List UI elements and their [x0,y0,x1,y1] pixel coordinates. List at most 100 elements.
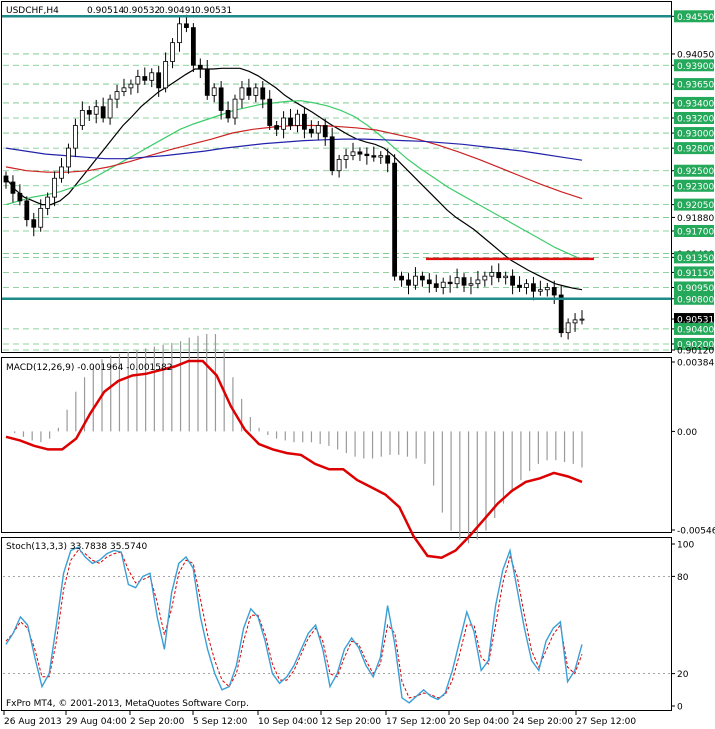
candle-body [3,175,9,183]
candle-body [302,113,307,130]
time-axis: 26 Aug 2013 29 Aug 04:00 2 Sep 20:00 5 Sep … [3,711,636,727]
candle-body [350,151,356,157]
candle-body [17,192,23,202]
candle-body [565,322,571,334]
candle-body [426,279,432,285]
macd-panel-frame [1,357,672,533]
price-tag-bg [674,78,714,91]
candle-body [524,283,529,288]
price-tick-label: 0.92300 [677,182,714,192]
candle-body [121,87,127,93]
candle-body [378,155,384,158]
candle-body [232,98,238,119]
price-tick-label: 0.93650 [677,81,714,91]
candle-body [246,87,252,96]
candle-body [572,319,578,324]
candle-body [468,283,474,286]
candle-body [128,83,134,89]
price-tag-bg [674,281,714,294]
candles [3,14,585,340]
candle-body [551,287,557,296]
price-tag-bg [674,59,714,72]
price-tag-bg [674,266,714,279]
stoch-tick-label: 0 [677,703,683,713]
price-tick-label: 0.91700 [677,227,714,237]
macd-indicator: 0.003847 0.00 -0.005465 [5,333,715,559]
candle-body [24,200,30,221]
price-tag-bg [674,322,714,335]
candle-body [66,147,71,168]
candle-body [197,64,203,70]
candle-body [45,196,51,209]
stoch-title: Stoch(13,3,3) 33.7838 35.5740 [6,542,147,552]
candle-body [93,106,99,115]
candle-body [385,155,391,164]
candle-body [225,110,231,119]
candle-body [413,275,418,286]
candle-body [260,87,266,100]
candle-body [142,76,148,81]
candle-body [517,284,522,288]
time-tick-label: 12 Sep 20:00 [321,717,381,727]
price-tag-bg [674,313,714,326]
candle-body [79,110,85,126]
candle-body [72,125,78,149]
time-tick-label: 26 Aug 2013 [4,717,62,727]
candle-body [163,61,169,89]
stochastic-indicator: 100 80 20 0 [3,541,694,713]
price-panel-frame [1,1,672,353]
price-tick-label: 0.90531 [677,316,714,326]
candle-body [364,153,370,157]
candle-body [357,151,363,155]
price-tag-bg [674,251,714,264]
price-chart-title: USDCHF,H4 [6,6,59,16]
candle-body [329,136,335,172]
price-tick-label: 0.93200 [677,114,714,124]
price-tick-label: 0.94550 [677,13,714,23]
price-tag-bg [674,337,714,350]
time-tick-label: 24 Sep 20:00 [513,717,573,727]
moving-average-line [5,124,583,200]
candle-body [190,27,196,66]
price-tag-bg [674,224,714,237]
stoch-tick-label: 100 [677,541,694,551]
candle-body [503,275,509,279]
candle-body [433,283,439,288]
candle-body [253,87,259,96]
candle-body [406,279,411,286]
candle-body [315,125,321,134]
candle-body [461,277,467,286]
candle-body [114,91,120,100]
candle-body [59,166,64,179]
price-tag-bg [674,164,714,177]
candle-body [149,72,155,81]
candle-body [371,155,377,158]
candle-body [288,117,293,126]
stoch-panel-frame [1,537,672,711]
price-tag-bg [674,292,714,305]
candle-body [38,207,44,228]
candle-body [204,68,210,96]
candle-body [482,275,488,281]
candle-body [537,289,543,292]
price-tick-label: 0.92050 [677,201,714,211]
candle-body [10,181,16,194]
time-tick-label: 20 Sep 04:00 [449,717,509,727]
price-tag-bg [674,142,714,155]
candle-body [52,177,57,198]
ohlc-high: 0.90532 [123,6,160,16]
candle-body [322,125,328,138]
candle-body [184,23,189,28]
candle-body [544,287,550,291]
price-levels [2,15,671,301]
price-tick-label: 0.91350 [677,254,714,264]
candle-body [100,106,106,119]
price-tick-label: 0.93000 [677,130,714,140]
candle-body [489,272,495,277]
candle-body [475,279,481,285]
candle-body [392,162,398,277]
price-tick-label: 0.91880 [677,214,714,224]
price-axis: 0.94550 0.94050 0.93900 0.93650 0.93400 0.932… [671,10,714,357]
time-tick-label: 29 Aug 04:00 [66,717,127,727]
